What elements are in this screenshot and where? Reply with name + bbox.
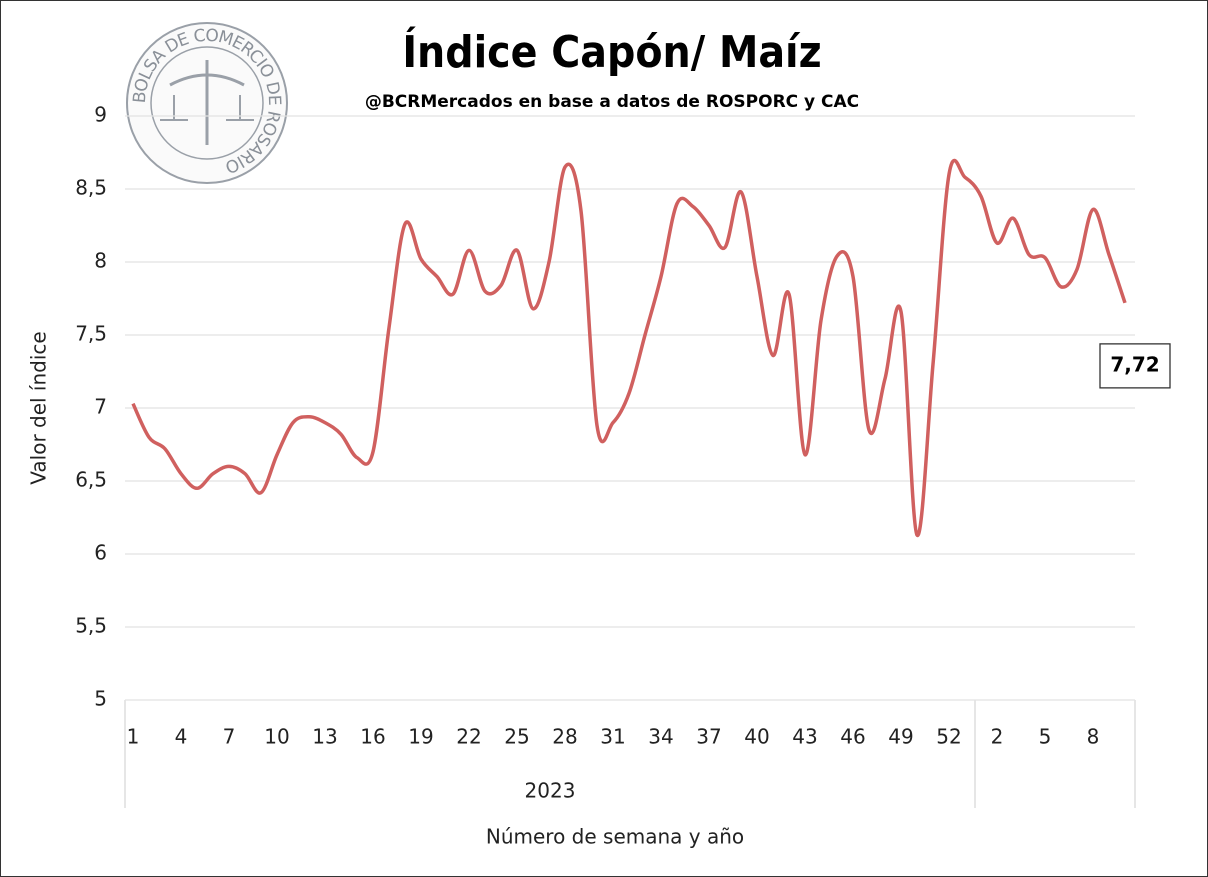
category-axis-box — [124, 700, 1136, 808]
x-tick-label: 2 — [991, 725, 1004, 749]
x-tick-label: 37 — [696, 725, 721, 749]
x-tick-label: 31 — [600, 725, 625, 749]
y-tick-label: 6,5 — [75, 468, 107, 492]
y-tick-label: 8,5 — [75, 176, 107, 200]
chart-title: Índice Capón/ Maíz — [402, 25, 821, 78]
y-tick-label: 7,5 — [75, 322, 107, 346]
x-tick-label: 1 — [127, 725, 140, 749]
x-tick-label: 7 — [223, 725, 236, 749]
y-tick-label: 5,5 — [75, 614, 107, 638]
x-tick-label: 16 — [360, 725, 385, 749]
x-tick-label: 34 — [648, 725, 673, 749]
value-label: 7,72 — [1110, 352, 1159, 376]
chart-subtitle: @BCRMercados en base a datos de ROSPORC … — [365, 92, 859, 112]
y-tick-label: 5 — [94, 687, 107, 711]
line-series — [131, 158, 1127, 537]
y-axis-title: Valor del índice — [27, 331, 51, 484]
y-tick-label: 6 — [94, 541, 107, 565]
x-tick-label: 8 — [1087, 725, 1100, 749]
x-tick-label: 52 — [936, 725, 961, 749]
x-axis-title: Número de semana y año — [486, 825, 744, 849]
x-tick-label: 43 — [792, 725, 817, 749]
x-tick-label: 19 — [408, 725, 433, 749]
logo: BOLSA DE COMERCIO DE ROSARIO — [126, 22, 288, 184]
x-tick-label: 49 — [888, 725, 913, 749]
x-tick-label: 40 — [744, 725, 769, 749]
value-label-box — [1099, 343, 1171, 389]
x-tick-label: 25 — [504, 725, 529, 749]
x-tick-label: 5 — [1039, 725, 1052, 749]
x-tick-label: 22 — [456, 725, 481, 749]
category-group-label: 2023 — [525, 779, 576, 803]
x-tick-label: 10 — [264, 725, 289, 749]
y-tick-label: 7 — [94, 395, 107, 419]
x-tick-label: 46 — [840, 725, 865, 749]
y-tick-label: 8 — [94, 249, 107, 273]
x-tick-label: 28 — [552, 725, 577, 749]
y-tick-label: 9 — [94, 103, 107, 127]
x-tick-label: 13 — [312, 725, 337, 749]
x-tick-label: 4 — [175, 725, 188, 749]
